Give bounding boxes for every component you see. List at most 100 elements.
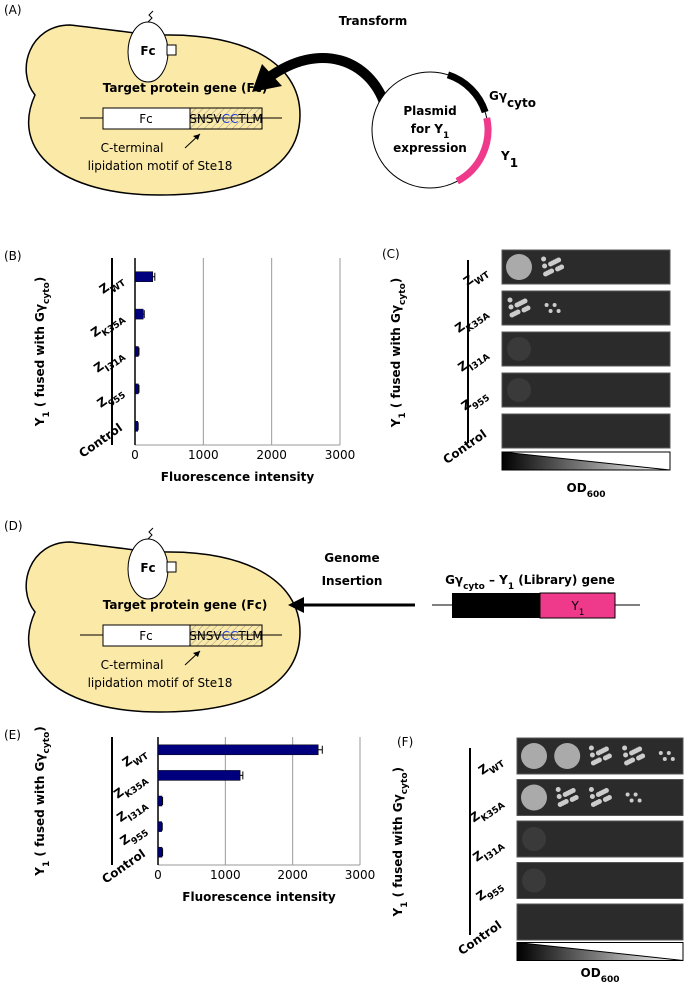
label: OD600 <box>581 966 620 985</box>
label: Gγcyto <box>489 89 536 110</box>
label: Gγcyto – Y1 (Library) gene <box>445 573 615 592</box>
x-tick-label: 0 <box>131 448 139 462</box>
colony <box>552 303 557 307</box>
colony <box>637 798 642 803</box>
bar <box>157 770 241 781</box>
x-tick-label: 1000 <box>188 448 219 462</box>
yeast-cell: Fc Target protein gene (Fc) Fc SNSVCCTLM C-t… <box>25 10 301 196</box>
x-tick-label: 0 <box>154 868 162 882</box>
bar <box>157 821 162 832</box>
gene-segment-label: SNSV <box>502 599 539 613</box>
od-frame <box>516 942 684 961</box>
category-label: Control <box>440 427 489 467</box>
colony <box>603 746 609 752</box>
x-axis-label: Fluorescence intensity <box>182 890 336 904</box>
colony <box>570 788 576 793</box>
transform-arrow <box>265 53 390 107</box>
error-bar <box>143 310 145 319</box>
arrow-label: Insertion <box>322 574 383 588</box>
gene-fc-label: Fc <box>139 629 153 643</box>
label-part: OD <box>581 966 601 980</box>
colony <box>589 794 595 799</box>
colony <box>606 795 612 800</box>
bar <box>157 744 319 756</box>
note: C-terminal <box>101 658 164 672</box>
od-frame <box>501 451 671 471</box>
gene-motif-box <box>189 107 263 130</box>
label-part: TLM <box>237 629 262 643</box>
x-tick-label: 2000 <box>277 868 308 882</box>
label-part: ) <box>391 767 405 772</box>
label-part: Gγ <box>489 89 507 103</box>
colony <box>622 745 628 751</box>
x-tick-label: 3000 <box>325 448 356 462</box>
category-label: Z955 <box>117 821 150 852</box>
colony <box>670 757 675 761</box>
error-bar <box>162 848 164 857</box>
panel-label: (A) <box>4 3 22 17</box>
colony <box>556 794 562 799</box>
label-part: Y <box>389 418 403 428</box>
panel-label: (D) <box>4 519 23 533</box>
category-label: ZWT <box>461 262 493 292</box>
label: SNSVCCTLM <box>189 112 263 126</box>
bar <box>157 795 163 807</box>
label: Y1 ( fused with Gγcyto) <box>391 767 410 917</box>
label-part: ) <box>389 278 403 283</box>
label: Y1 ( fused with Gγcyto) <box>33 726 52 876</box>
colony <box>588 787 594 792</box>
plasmid-segment <box>446 71 489 114</box>
category-label: Z955 <box>459 386 492 417</box>
anchor <box>147 10 154 23</box>
protein-label: Fc <box>140 561 155 575</box>
colony <box>666 751 671 755</box>
label: Y1 <box>500 149 518 170</box>
label-part: 600 <box>587 490 606 500</box>
colony <box>525 305 531 311</box>
error-bar <box>162 797 164 805</box>
od-gradient <box>516 941 684 961</box>
label-part: cyto <box>463 582 485 592</box>
label-part: TLM <box>237 112 262 126</box>
colony <box>548 309 553 313</box>
label-part: ( fused with Gγ <box>33 304 47 411</box>
category-label: Control <box>455 918 504 958</box>
label-part: Gγ <box>445 573 463 587</box>
label-part: (Library) gene <box>514 573 615 587</box>
label-part: 1 <box>510 156 518 170</box>
label-part: Y <box>570 599 579 613</box>
error-bar <box>161 822 163 831</box>
label-part: cyto <box>400 772 410 794</box>
label-part: 1 <box>42 861 52 867</box>
label-part: cyto <box>42 282 52 304</box>
category-label: ZI31A <box>455 345 492 379</box>
label: Y1 ( fused with Gγcyto) <box>389 278 408 428</box>
label-part: for Y <box>411 122 444 136</box>
colony <box>662 757 667 761</box>
gene-fc-label: Fc <box>139 112 153 126</box>
anchor <box>147 527 154 540</box>
plate-row <box>501 331 671 367</box>
protein-label: Fc <box>140 44 155 58</box>
label-part: ( fused with Gγ <box>391 794 405 901</box>
gene-title: Target protein gene (Fc) <box>103 81 268 95</box>
colony <box>629 798 634 803</box>
error-bar-line <box>138 384 140 393</box>
pointer-head <box>193 651 200 657</box>
category-label: ZK35A <box>467 793 507 829</box>
colony <box>596 799 602 804</box>
colony <box>633 792 638 797</box>
error-bar-line <box>138 347 140 356</box>
colony <box>563 799 569 804</box>
label-part: 1 <box>508 582 514 592</box>
error-bar <box>152 272 156 281</box>
note: lipidation motif of Ste18 <box>88 159 233 173</box>
label: SNSVCCTLM <box>189 629 263 643</box>
label: for Y1 <box>411 122 450 141</box>
label: OD600 <box>567 481 606 500</box>
colony <box>515 309 521 315</box>
category-label: Control <box>99 846 148 886</box>
colony <box>603 788 609 793</box>
note: lipidation motif of Ste18 <box>88 676 233 690</box>
